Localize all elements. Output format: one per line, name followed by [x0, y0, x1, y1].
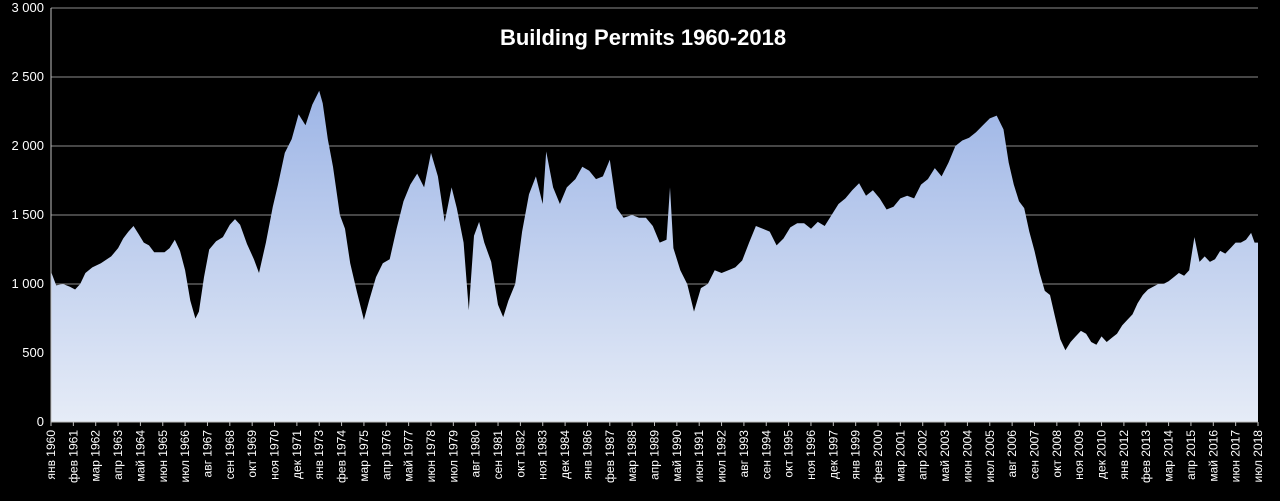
x-tick-label: ноя 1970 [268, 430, 282, 480]
x-tick-label: янв 1960 [44, 430, 58, 480]
y-tick-label: 2 000 [11, 138, 44, 153]
y-tick-label: 500 [22, 345, 44, 360]
x-tick-label: авг 1967 [201, 430, 215, 478]
x-tick-labels: янв 1960 фев 1961 мар 1962 апр 1963 май 1964… [44, 430, 1265, 483]
y-tick-label: 2 500 [11, 69, 44, 84]
y-tick-label: 3 000 [11, 0, 44, 15]
x-tick-label: дек 1971 [290, 430, 304, 479]
y-tick-labels: 0 500 1 000 1 500 2 000 2 500 3 000 [11, 0, 44, 429]
y-tick-label: 0 [37, 414, 44, 429]
x-tick-label: апр 1963 [111, 430, 125, 480]
x-tick-label: мар 1988 [625, 430, 639, 482]
x-tick-label: июн 2017 [1229, 430, 1243, 483]
x-tick-label: июн 1978 [424, 430, 438, 483]
x-tick-label: май 1964 [133, 430, 147, 482]
x-tick-label: мар 2001 [893, 430, 907, 482]
chart-title: Building Permits 1960-2018 [500, 25, 786, 50]
x-tick-label: май 1990 [670, 430, 684, 482]
x-tick-label: дек 1997 [826, 430, 840, 479]
x-tick-label: апр 1976 [379, 430, 393, 480]
x-tick-label: фев 2013 [1139, 430, 1153, 483]
x-tick-label: сен 2007 [1028, 430, 1042, 480]
x-tick-label: янв 1999 [849, 430, 863, 480]
x-tick-label: авг 1980 [469, 430, 483, 478]
x-tick-label: апр 1989 [648, 430, 662, 480]
x-tick-label: апр 2002 [916, 430, 930, 480]
x-tick-label: мар 1962 [89, 430, 103, 482]
x-tick-label: ноя 1996 [804, 430, 818, 480]
x-tick-label: янв 1973 [312, 430, 326, 480]
x-tick-label: ноя 2009 [1072, 430, 1086, 480]
x-tick-label: авг 1993 [737, 430, 751, 478]
y-tick-label: 1 000 [11, 276, 44, 291]
x-tick-label: мар 1975 [357, 430, 371, 482]
x-tick-label: окт 2008 [1050, 430, 1064, 478]
x-tick-label: июн 1991 [692, 430, 706, 483]
x-tick-label: июл 1966 [178, 430, 192, 483]
x-tick-label: ноя 1983 [536, 430, 550, 480]
x-tick-label: сен 1981 [491, 430, 505, 480]
x-tick-label: дек 2010 [1095, 430, 1109, 479]
x-tick-label: май 2003 [938, 430, 952, 482]
x-tick-label: окт 1995 [782, 430, 796, 478]
x-tick-label: фев 2000 [871, 430, 885, 483]
x-tick-label: июн 2004 [960, 430, 974, 483]
x-tick-label: июн 1965 [156, 430, 170, 483]
x-tick-label: авг 2006 [1005, 430, 1019, 478]
x-tick-label: фев 1974 [335, 430, 349, 483]
area-series-path [51, 90, 1258, 423]
x-tick-label: сен 1968 [223, 430, 237, 480]
y-tick-label: 1 500 [11, 207, 44, 222]
x-tick-label: янв 2012 [1117, 430, 1131, 480]
x-tick-label: май 1977 [402, 430, 416, 482]
x-tick-label: сен 1994 [759, 430, 773, 480]
x-tick-label: фев 1987 [603, 430, 617, 483]
x-tick-label: июл 1979 [446, 430, 460, 483]
axes [50, 8, 1259, 426]
x-tick-label: мар 2014 [1162, 430, 1176, 482]
x-tick-label: июл 2005 [983, 430, 997, 483]
x-tick-label: окт 1969 [245, 430, 259, 478]
x-tick-label: апр 2015 [1184, 430, 1198, 480]
x-tick-label: май 2016 [1206, 430, 1220, 482]
x-tick-label: янв 1986 [580, 430, 594, 480]
x-tick-label: июл 1992 [715, 430, 729, 483]
x-tick-label: июл 2018 [1251, 430, 1265, 483]
x-tick-label: дек 1984 [558, 430, 572, 479]
x-tick-label: окт 1982 [513, 430, 527, 478]
x-tick-label: фев 1961 [66, 430, 80, 483]
area-series [51, 90, 1258, 423]
